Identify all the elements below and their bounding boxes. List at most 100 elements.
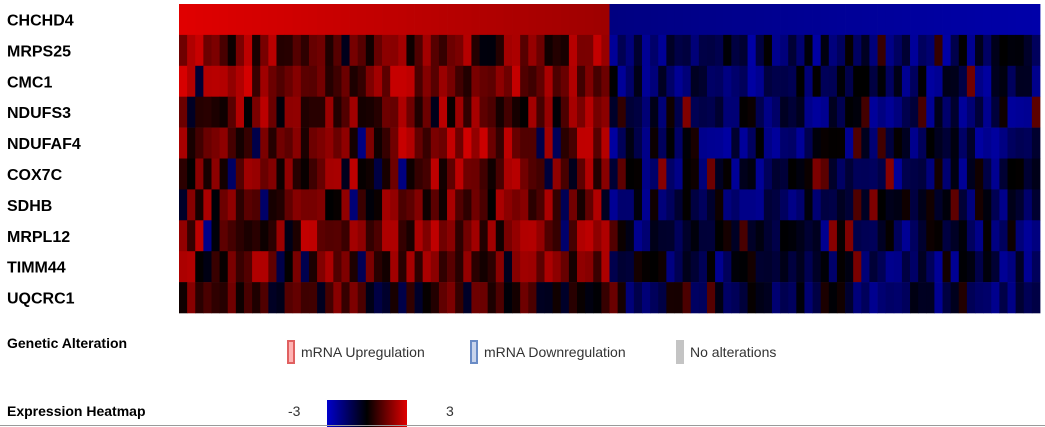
heatmap-cell (536, 158, 545, 190)
legend-label-downregulation: mRNA Downregulation (484, 344, 626, 360)
heatmap-cell (804, 251, 813, 283)
heatmap-cell (950, 96, 960, 128)
heatmap-cell (828, 158, 838, 190)
heatmap-cell (625, 189, 635, 221)
heatmap-cell (268, 220, 277, 252)
heatmap-cell (390, 65, 399, 97)
heatmap-cell (674, 158, 683, 190)
heatmap-cell (390, 34, 399, 67)
heatmap-cell (203, 34, 212, 67)
heatmap-cell (430, 96, 440, 128)
heatmap-cell (365, 158, 375, 190)
heatmap-cell (422, 96, 432, 128)
heatmap-cell (341, 96, 350, 128)
heatmap-cell (512, 34, 521, 67)
heatmap-cell (706, 251, 716, 283)
heatmap-cell (471, 65, 480, 97)
heatmap-cell (528, 4, 537, 36)
heatmap-cell (398, 65, 407, 97)
heatmap-cell (942, 282, 952, 314)
heatmap-cell (512, 220, 521, 252)
heatmap-cell (625, 34, 635, 67)
heatmap-cell (341, 127, 350, 159)
heatmap-cell (422, 220, 432, 252)
heatmap-cell (406, 34, 415, 67)
heatmap-cell (788, 251, 797, 283)
heatmap-cell (983, 96, 992, 128)
heatmap-cell (430, 158, 440, 190)
heatmap-cell (203, 189, 212, 221)
heatmap-cell (901, 34, 911, 67)
heatmap-cell (958, 96, 968, 128)
heatmap-cell (276, 282, 285, 314)
heatmap-cell (763, 220, 773, 252)
heatmap-cell (934, 127, 943, 159)
heatmap-cell (991, 220, 1000, 252)
heatmap-cell (552, 4, 562, 36)
heatmap-cell (520, 96, 529, 128)
heatmap-cell (666, 65, 675, 97)
heatmap-cell (901, 220, 911, 252)
heatmap-cell (333, 220, 342, 252)
heatmap-cell (179, 34, 188, 67)
heatmap-cell (308, 34, 318, 67)
heatmap-cell (747, 220, 757, 252)
scale-min-label: -3 (288, 403, 301, 419)
heatmap-cell (495, 96, 505, 128)
heatmap-cell (731, 282, 740, 314)
gene-label-sdhb: SDHB (7, 198, 52, 215)
heatmap-cell (1023, 158, 1033, 190)
heatmap-cell (755, 127, 765, 159)
heatmap-cell (317, 65, 326, 97)
heatmap-cell (942, 127, 952, 159)
heatmap-cell (447, 4, 456, 36)
heatmap-cell (723, 189, 732, 221)
heatmap-cell (780, 127, 789, 159)
heatmap-cell (317, 4, 326, 36)
heatmap-cell (771, 4, 781, 36)
heatmap-cell (983, 65, 992, 97)
heatmap-cell (991, 127, 1000, 159)
heatmap-cell (495, 251, 505, 283)
no-alteration-swatch (676, 340, 684, 364)
heatmap-cell (536, 251, 545, 283)
heatmap-cell (179, 96, 188, 128)
heatmap-cell (1023, 4, 1033, 36)
heatmap-cell (861, 96, 870, 128)
heatmap-cell (276, 251, 285, 283)
heatmap-cell (479, 127, 489, 159)
heatmap-cell (885, 34, 895, 67)
heatmap-cell (869, 34, 878, 67)
heatmap-cell (966, 4, 976, 36)
heatmap-cell (950, 189, 960, 221)
heatmap-cell (796, 220, 805, 252)
heatmap-cell (503, 65, 513, 97)
heatmap-cell (804, 220, 813, 252)
heatmap-cell (715, 189, 724, 221)
heatmap-cell (820, 220, 830, 252)
upregulation-swatch (287, 340, 295, 364)
heatmap-cell (520, 127, 529, 159)
heatmap-cell (471, 96, 480, 128)
heatmap-cell (284, 282, 294, 314)
heatmap-cell (414, 189, 424, 221)
heatmap-cell (187, 65, 196, 97)
heatmap-cell (715, 96, 724, 128)
heatmap-cell (512, 189, 521, 221)
heatmap-cell (845, 127, 854, 159)
heatmap-cell (292, 34, 302, 67)
heatmap-cell (317, 158, 326, 190)
heatmap-cell (187, 158, 196, 190)
heatmap-cell (349, 220, 359, 252)
heatmap-cell (771, 65, 781, 97)
heatmap-cell (195, 34, 204, 67)
heatmap-cell (633, 4, 643, 36)
heatmap-cell (243, 158, 253, 190)
heatmap-cell (820, 34, 830, 67)
heatmap-cell (398, 220, 407, 252)
heatmap-cell (503, 96, 513, 128)
heatmap-cell (739, 251, 748, 283)
heatmap-cell (853, 189, 862, 221)
heatmap-cell (975, 96, 984, 128)
heatmap-cell (910, 96, 919, 128)
